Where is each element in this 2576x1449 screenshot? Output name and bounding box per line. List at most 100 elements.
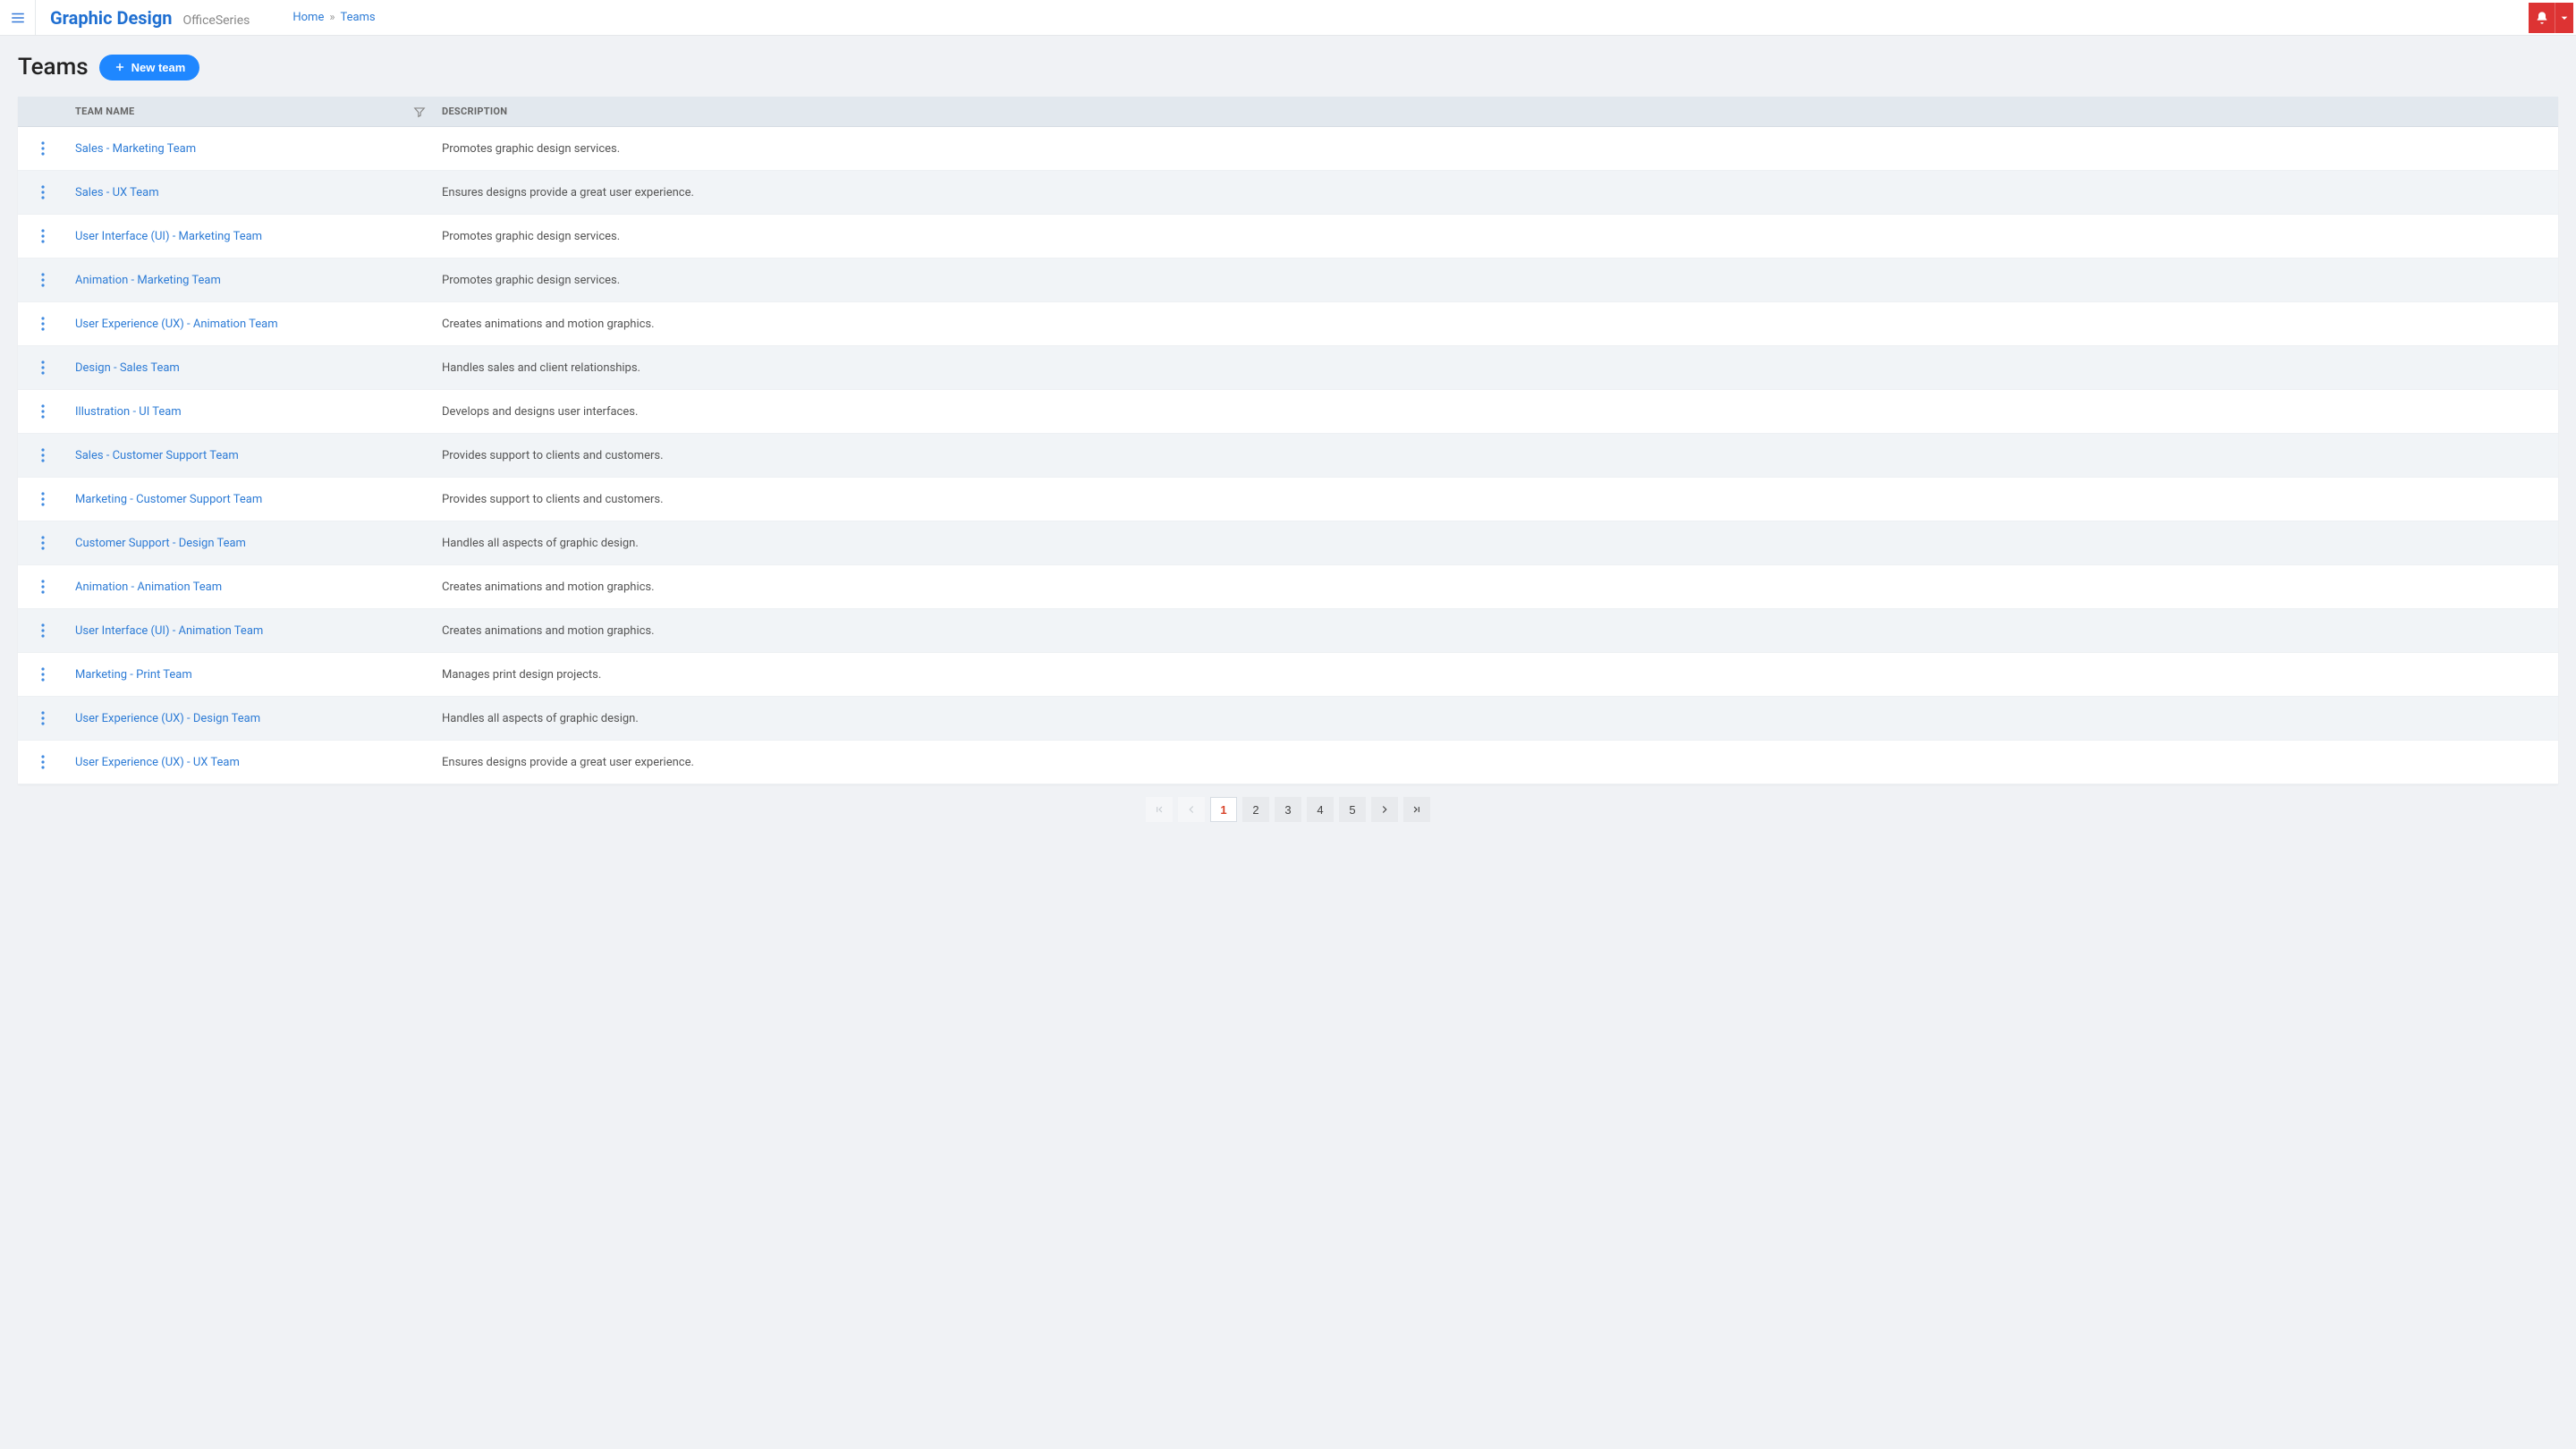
row-actions-cell <box>18 171 68 215</box>
table-row: User Experience (UX) - Design TeamHandle… <box>18 697 2558 741</box>
row-actions-menu[interactable] <box>32 225 54 247</box>
row-actions-menu[interactable] <box>32 357 54 378</box>
row-actions-menu[interactable] <box>32 664 54 685</box>
page-prev <box>1178 797 1205 822</box>
team-name-cell: Marketing - Customer Support Team <box>68 478 435 521</box>
new-team-label: New team <box>131 61 186 74</box>
row-actions-cell <box>18 390 68 434</box>
team-link[interactable]: Marketing - Customer Support Team <box>75 493 262 506</box>
brand: Graphic Design OfficeSeries <box>36 7 264 29</box>
chevron-right-icon <box>1378 803 1391 816</box>
row-actions-menu[interactable] <box>32 313 54 335</box>
table-row: Animation - Animation TeamCreates animat… <box>18 565 2558 609</box>
team-name-cell: User Experience (UX) - Design Team <box>68 697 435 741</box>
more-vertical-icon <box>41 667 45 682</box>
page-1[interactable]: 1 <box>1210 797 1237 822</box>
table-row: Sales - Customer Support TeamProvides su… <box>18 434 2558 478</box>
menu-toggle[interactable] <box>0 0 36 36</box>
row-actions-menu[interactable] <box>32 532 54 554</box>
chevron-left-icon <box>1185 803 1198 816</box>
table-row: Sales - UX Team Ensures designs provide a… <box>18 171 2558 215</box>
team-link[interactable]: Customer Support - Design Team <box>75 537 246 550</box>
user-menu-dropdown[interactable] <box>2555 3 2573 33</box>
row-actions-cell <box>18 521 68 565</box>
teams-table: TEAM NAME DESCRIPTION Sales - Marketing … <box>18 97 2558 784</box>
row-actions-cell <box>18 741 68 784</box>
col-description[interactable]: DESCRIPTION <box>435 97 2558 127</box>
row-actions-menu[interactable] <box>32 182 54 203</box>
row-actions-menu[interactable] <box>32 708 54 729</box>
bell-icon <box>2535 11 2549 25</box>
breadcrumb: Home » Teams <box>292 11 375 24</box>
team-name-cell: Customer Support - Design Team <box>68 521 435 565</box>
more-vertical-icon <box>41 273 45 287</box>
team-link[interactable]: Sales - Marketing Team <box>75 142 196 156</box>
row-actions-menu[interactable] <box>32 401 54 422</box>
row-actions-cell <box>18 258 68 302</box>
more-vertical-icon <box>41 360 45 375</box>
page-next[interactable] <box>1371 797 1398 822</box>
team-link[interactable]: Sales - Customer Support Team <box>75 449 239 462</box>
page-5[interactable]: 5 <box>1339 797 1366 822</box>
col-actions <box>18 97 68 127</box>
row-actions-menu[interactable] <box>32 445 54 466</box>
team-name-cell: Marketing - Print Team <box>68 653 435 697</box>
team-link[interactable]: User Experience (UX) - UX Team <box>75 756 240 769</box>
team-name-cell: Illustration - UI Team <box>68 390 435 434</box>
row-actions-menu[interactable] <box>32 576 54 597</box>
more-vertical-icon <box>41 185 45 199</box>
table-row: Design - Sales TeamHandles sales and cli… <box>18 346 2558 390</box>
more-vertical-icon <box>41 141 45 156</box>
team-link[interactable]: User Interface (UI) - Marketing Team <box>75 230 262 243</box>
topbar-right <box>2529 0 2576 36</box>
page-2[interactable]: 2 <box>1242 797 1269 822</box>
team-link[interactable]: Animation - Animation Team <box>75 580 222 594</box>
team-name-cell: Animation - Animation Team <box>68 565 435 609</box>
page-3[interactable]: 3 <box>1275 797 1301 822</box>
team-link[interactable]: Animation - Marketing Team <box>75 274 221 287</box>
team-name-cell: Sales - Customer Support Team <box>68 434 435 478</box>
page-4[interactable]: 4 <box>1307 797 1334 822</box>
breadcrumb-current[interactable]: Teams <box>340 11 375 24</box>
brand-subtitle: OfficeSeries <box>182 13 250 28</box>
notifications-button[interactable] <box>2529 3 2555 33</box>
new-team-button[interactable]: New team <box>99 55 200 80</box>
row-actions-cell <box>18 565 68 609</box>
team-name-cell: Sales - UX Team <box>68 171 435 215</box>
topbar: Graphic Design OfficeSeries Home » Teams <box>0 0 2576 36</box>
table-row: User Interface (UI) - Animation Team Crea… <box>18 609 2558 653</box>
caret-down-icon <box>2557 11 2572 25</box>
table-row: Sales - Marketing TeamPromotes graphic d… <box>18 127 2558 171</box>
team-description-cell: Ensures designs provide a great user exp… <box>435 171 2558 215</box>
more-vertical-icon <box>41 755 45 769</box>
row-actions-menu[interactable] <box>32 488 54 510</box>
breadcrumb-home[interactable]: Home <box>292 11 324 24</box>
more-vertical-icon <box>41 317 45 331</box>
team-description-cell: Ensures designs provide a great user exp… <box>435 741 2558 784</box>
team-link[interactable]: Marketing - Print Team <box>75 668 192 682</box>
team-link[interactable]: Design - Sales Team <box>75 361 180 375</box>
team-link[interactable]: User Interface (UI) - Animation Team <box>75 624 263 638</box>
more-vertical-icon <box>41 623 45 638</box>
col-team-name[interactable]: TEAM NAME <box>68 97 435 127</box>
team-link[interactable]: Illustration - UI Team <box>75 405 182 419</box>
page-last[interactable] <box>1403 797 1430 822</box>
hamburger-icon <box>10 10 26 26</box>
filter-button[interactable] <box>413 106 426 118</box>
more-vertical-icon <box>41 711 45 725</box>
row-actions-menu[interactable] <box>32 269 54 291</box>
page-first <box>1146 797 1173 822</box>
team-description-cell: Provides support to clients and customer… <box>435 478 2558 521</box>
row-actions-menu[interactable] <box>32 620 54 641</box>
filter-icon <box>413 106 426 118</box>
team-link[interactable]: User Experience (UX) - Animation Team <box>75 318 278 331</box>
team-description-cell: Creates animations and motion graphics. <box>435 609 2558 653</box>
row-actions-menu[interactable] <box>32 138 54 159</box>
team-link[interactable]: User Experience (UX) - Design Team <box>75 712 260 725</box>
row-actions-menu[interactable] <box>32 751 54 773</box>
team-name-cell: User Interface (UI) - Marketing Team <box>68 215 435 258</box>
team-name-cell: Sales - Marketing Team <box>68 127 435 171</box>
team-description-cell: Manages print design projects. <box>435 653 2558 697</box>
page-header: Teams New team <box>18 54 2558 80</box>
team-link[interactable]: Sales - UX Team <box>75 186 159 199</box>
